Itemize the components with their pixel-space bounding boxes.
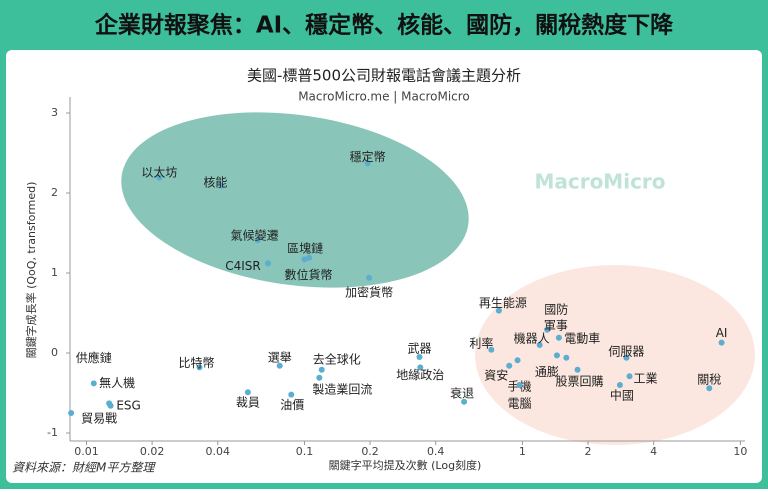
data-point (563, 354, 570, 361)
data-point (626, 373, 633, 380)
point-label: 通膨 (535, 365, 559, 379)
page-title: 企業財報聚焦：AI、穩定幣、核能、國防，關稅熱度下降 (94, 12, 674, 39)
point-label: 製造業回流 (312, 382, 372, 396)
x-tick-label: 0.2 (361, 445, 379, 458)
point-label: AI (716, 326, 728, 340)
point-label: ESG (116, 398, 141, 412)
y-tick-label: 0 (51, 346, 58, 359)
point-label: 裁員 (236, 396, 260, 410)
point-label: 股票回購 (556, 374, 604, 388)
point-label: 核能 (203, 175, 227, 189)
y-tick-label: -1 (47, 426, 58, 439)
data-point (555, 334, 562, 341)
x-tick-label: 0.01 (74, 445, 99, 458)
data-point (218, 182, 225, 189)
y-axis-label: 關鍵字成長率 (QoQ, transformed) (24, 182, 38, 359)
x-tick-label: 0.04 (205, 445, 230, 458)
data-point (68, 410, 75, 416)
data-point (318, 366, 325, 373)
y-tick-label: 1 (51, 266, 58, 279)
y-tick-label: 2 (51, 186, 58, 199)
data-point (316, 374, 323, 381)
point-label: 電腦 (508, 396, 532, 411)
data-point (90, 380, 97, 387)
x-tick-label: 4 (650, 445, 657, 458)
point-label: 貿易戰 (81, 412, 117, 426)
point-label: 資安 (484, 367, 508, 382)
data-point (156, 174, 163, 181)
chart-subtitle: MacroMicro.me | MacroMicro (298, 90, 470, 104)
point-label: 數位貨幣 (284, 267, 332, 282)
point-label: 利率 (469, 335, 493, 350)
chart-title: 美國-標普500公司財報電話會議主題分析 (247, 67, 521, 85)
data-point (244, 389, 251, 396)
cluster-highlight (475, 265, 755, 445)
point-label: 油價 (280, 398, 304, 412)
data-point (196, 364, 203, 371)
point-label: 加密貨幣 (345, 284, 393, 299)
x-tick-label: 0.1 (296, 445, 314, 458)
data-point (288, 391, 295, 398)
point-label: 氣候變遷 (231, 228, 279, 243)
point-label: 中國 (610, 388, 634, 403)
point-label: 選舉 (268, 350, 292, 364)
point-label: 工業 (634, 372, 658, 386)
point-label: 再生能源 (479, 296, 527, 310)
x-tick-label: 2 (585, 445, 592, 458)
x-tick-label: 10 (733, 445, 747, 458)
point-label: 武器 (407, 342, 431, 356)
x-axis-label: 關鍵字平均提及次數 (Log刻度) (329, 458, 482, 472)
data-point (366, 274, 373, 281)
point-label: 地緣政治 (396, 368, 444, 382)
data-point (301, 256, 308, 263)
point-label: 國防 (544, 301, 568, 316)
point-label: 區塊鏈 (287, 240, 323, 255)
data-point (417, 364, 424, 371)
y-tick-label: 3 (51, 106, 58, 119)
data-point (506, 362, 513, 369)
point-label: 伺服器 (608, 344, 644, 358)
data-point (264, 260, 271, 267)
data-point (495, 307, 502, 314)
point-label: C4ISR (225, 259, 261, 273)
data-point (364, 160, 371, 167)
data-point (616, 382, 623, 388)
point-label: 比特幣 (179, 355, 215, 370)
data-point (107, 402, 114, 409)
data-point (276, 362, 283, 369)
data-point (306, 254, 313, 261)
point-label: 穩定幣 (350, 149, 386, 164)
data-point (544, 326, 551, 333)
watermark: MacroMicro (534, 170, 665, 194)
data-point (416, 354, 423, 360)
point-label: 去全球化 (313, 351, 361, 366)
data-point (536, 342, 543, 348)
data-point (706, 385, 713, 392)
source-note: 資料來源：財經M平方整理 (12, 461, 156, 475)
data-point (516, 382, 523, 388)
data-point (718, 339, 725, 346)
data-point (254, 237, 261, 244)
point-label: 機器人 (514, 331, 550, 346)
point-label: 衰退 (450, 385, 474, 400)
x-tick-label: 1 (519, 445, 526, 458)
data-point (574, 366, 581, 373)
point-label: 供應鏈 (76, 350, 112, 365)
data-point (553, 352, 560, 359)
data-point (461, 398, 468, 405)
cluster-highlight (121, 112, 469, 288)
x-tick-label: 0.02 (140, 445, 165, 458)
point-label: 關稅 (697, 373, 721, 387)
data-point (488, 346, 495, 353)
point-label: 以太坊 (141, 164, 177, 179)
point-label: 軍事 (544, 318, 568, 332)
x-tick-label: 0.4 (427, 445, 445, 458)
data-point (514, 357, 521, 364)
point-label: 電動車 (564, 331, 600, 345)
data-point (623, 354, 630, 361)
point-label: 無人機 (99, 375, 135, 390)
